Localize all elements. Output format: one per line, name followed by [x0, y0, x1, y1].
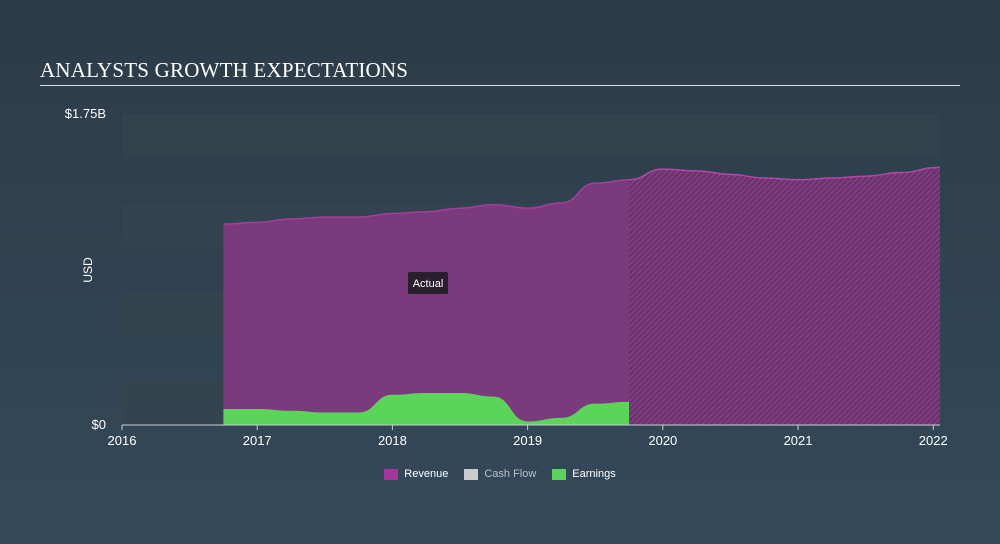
legend-item-revenue[interactable]: Revenue [384, 468, 448, 480]
chart-title: ANALYSTS GROWTH EXPECTATIONS [40, 58, 409, 82]
legend-label-revenue: Revenue [404, 468, 449, 480]
y-tick-label-min: $0 [92, 417, 106, 432]
revenue-line-forecast [629, 166, 941, 181]
axes: 2016 2017 2018 2019 2020 2021 2022 $0 $1.75B USD [65, 106, 948, 448]
legend-swatch-earnings [552, 468, 567, 480]
x-tick-label: 2021 [784, 433, 813, 448]
legend-item-cash-flow[interactable]: Cash Flow [464, 468, 536, 480]
x-tick-label: 2020 [648, 433, 677, 448]
revenue-area-forecast [629, 167, 940, 426]
title-divider [40, 85, 960, 86]
legend-swatch-cash-flow [464, 468, 479, 480]
y-tick-label-max: $1.75B [65, 106, 106, 121]
actual-annotation-box [408, 272, 448, 294]
legend-item-earnings[interactable]: Earnings [552, 468, 616, 480]
legend: Revenue Cash Flow Earnings [0, 468, 1000, 480]
revenue-line-actual [223, 179, 630, 225]
series-areas [223, 166, 941, 426]
legend-label-cash-flow: Cash Flow [484, 468, 537, 480]
x-tick-label: 2022 [919, 433, 948, 448]
x-tick-label: 2017 [243, 433, 272, 448]
earnings-area [223, 393, 630, 425]
x-tick-label: 2016 [108, 433, 137, 448]
actual-annotation-label: Actual [413, 278, 444, 290]
revenue-area-actual [223, 179, 630, 425]
annotations: Actual [408, 272, 448, 294]
legend-swatch-revenue [384, 468, 399, 480]
background-band [122, 114, 940, 159]
y-axis-label: USD [81, 257, 95, 283]
actual-annotation: Actual [408, 272, 448, 294]
x-tick-label: 2019 [513, 433, 542, 448]
x-tick-label: 2018 [378, 433, 407, 448]
legend-label-earnings: Earnings [572, 468, 616, 480]
